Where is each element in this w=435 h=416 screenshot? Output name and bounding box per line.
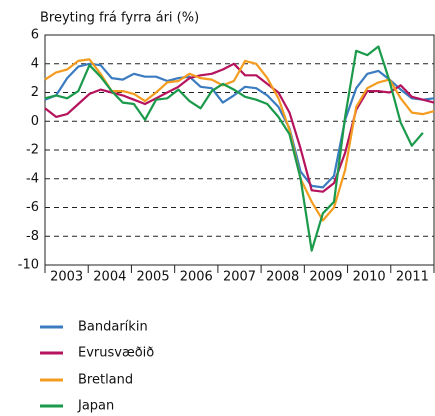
x-tick-label: 2011 bbox=[396, 270, 429, 285]
y-tick-label: 2 bbox=[31, 85, 39, 100]
x-tick-label: 2005 bbox=[137, 270, 170, 285]
legend-label: Japan bbox=[77, 399, 114, 414]
y-tick-label: -8 bbox=[26, 229, 39, 244]
legend-label: Bretland bbox=[78, 373, 133, 388]
series-line bbox=[44, 58, 435, 222]
y-tick-label: 6 bbox=[31, 28, 39, 43]
plot-frame bbox=[44, 34, 435, 266]
y-axis-label: Breyting frá fyrra ári (%) bbox=[40, 11, 199, 26]
x-tick-label: 2010 bbox=[353, 270, 386, 285]
x-tick-label: 2007 bbox=[223, 270, 256, 285]
x-tick-label: 2006 bbox=[180, 270, 213, 285]
y-tick-label: -2 bbox=[26, 143, 39, 158]
y-tick-label: -6 bbox=[26, 200, 39, 215]
y-tick-label: 0 bbox=[31, 114, 39, 129]
series-line bbox=[44, 62, 435, 189]
x-tick-label: 2009 bbox=[309, 270, 342, 285]
x-tick-label: 2004 bbox=[93, 270, 126, 285]
y-tick-label: -4 bbox=[26, 171, 39, 186]
series-line bbox=[44, 45, 424, 252]
x-tick-label: 2003 bbox=[50, 270, 83, 285]
y-tick-label: -10 bbox=[18, 258, 39, 273]
legend-label: Evrusvæðið bbox=[78, 346, 154, 361]
x-tick-label: 2008 bbox=[266, 270, 299, 285]
y-tick-label: 4 bbox=[31, 56, 39, 71]
legend-label: Bandaríkin bbox=[78, 320, 148, 335]
